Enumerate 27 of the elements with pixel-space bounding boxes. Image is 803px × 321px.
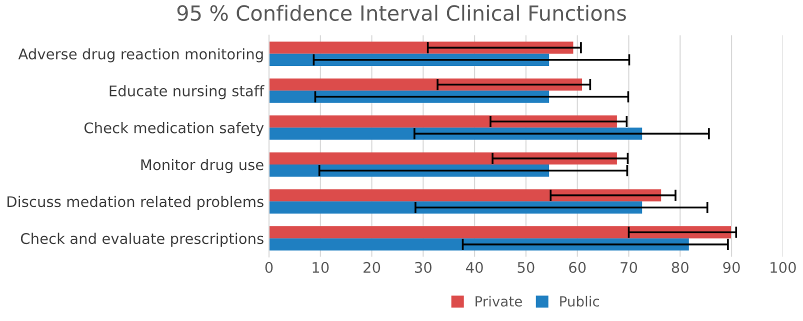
x-tick-label: 90 [723, 262, 740, 273]
y-tick-label: Check medication safety [84, 122, 264, 136]
y-tick-label: Monitor drug use [141, 158, 264, 174]
x-tick-label: 0 [265, 262, 273, 273]
bar [269, 128, 642, 140]
bar [269, 42, 574, 54]
x-tick-label: 40 [466, 262, 483, 273]
bar [269, 115, 617, 128]
x-tick-label: 70 [620, 262, 638, 273]
x-tick-label: 10 [312, 262, 329, 273]
y-tick-label: Check and evaluate prescriptions [20, 232, 264, 247]
x-tick-label: 20 [364, 262, 380, 273]
x-tick-label: 30 [415, 262, 432, 273]
y-tick-label: Adverse drug reaction monitoring [18, 48, 263, 62]
bar [269, 189, 662, 202]
y-tick-label: Educate nursing staff [110, 85, 264, 100]
x-tick-label: 60 [569, 262, 586, 273]
y-tick-label: Discuss medation related problems [8, 196, 264, 210]
x-tick-label: 80 [672, 262, 688, 273]
bar [269, 152, 617, 165]
chart-title: 95 % Confidence Interval Clinical Functions [177, 4, 626, 21]
x-tick-label: 50 [518, 262, 534, 273]
x-tick-label: 100 [770, 262, 796, 273]
bar [269, 226, 732, 238]
legend-label: Public [560, 296, 600, 307]
legend-label: Private [476, 296, 522, 307]
bar [269, 78, 582, 91]
